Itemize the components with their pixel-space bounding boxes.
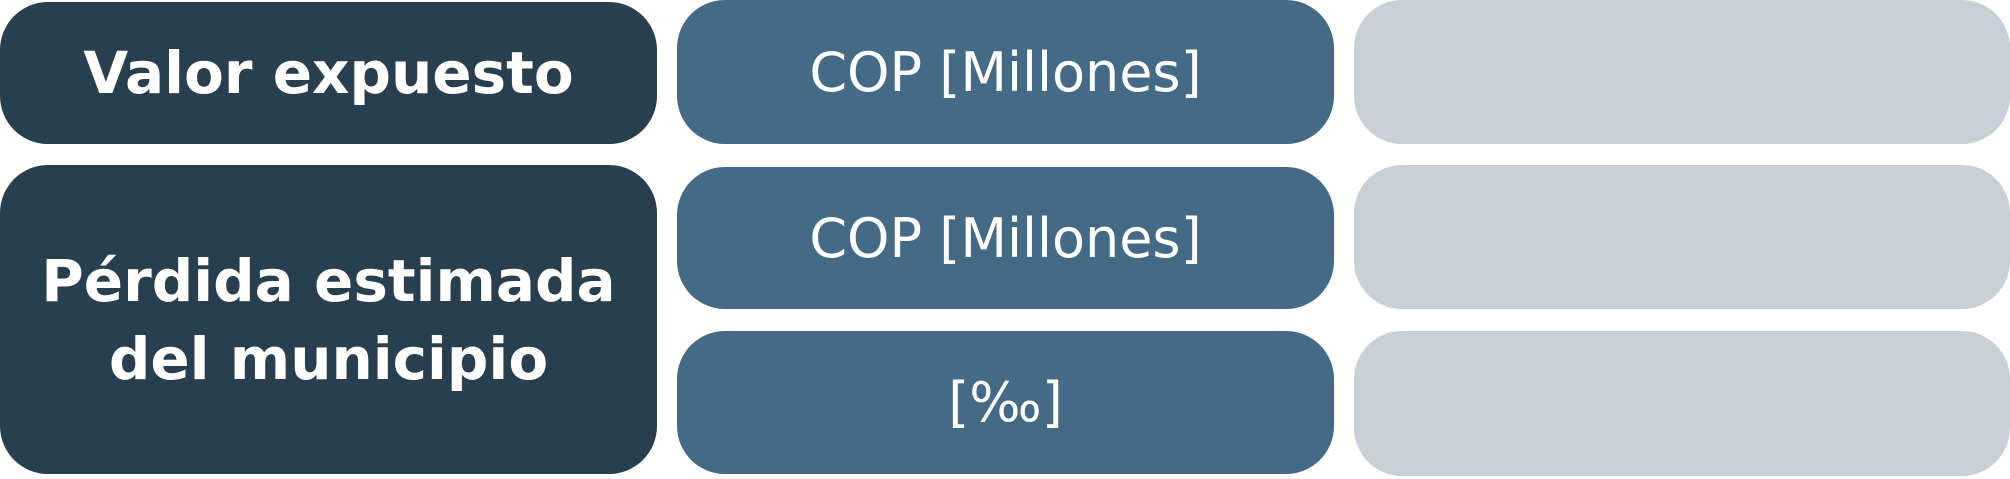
estimated-loss-cop-field: [1354, 165, 2010, 309]
estimated-loss-permille-field: [1354, 331, 2010, 476]
estimated-loss-permille-unit: [‰]: [948, 371, 1063, 434]
exposed-value-unit-box: COP [Millones]: [677, 0, 1334, 144]
estimated-loss-cop-unit: COP [Millones]: [809, 206, 1202, 270]
estimated-loss-cop-unit-box: COP [Millones]: [677, 167, 1334, 309]
estimated-loss-label: Pérdida estimada del municipio: [41, 246, 616, 393]
exposed-value-field: [1354, 0, 2010, 144]
estimated-loss-label-box: Pérdida estimada del municipio: [0, 165, 657, 474]
estimated-loss-permille-unit-box: [‰]: [677, 331, 1334, 474]
exposed-value-label-box: Valor expuesto: [0, 2, 657, 144]
exposed-value-label: Valor expuesto: [83, 39, 574, 107]
exposed-value-unit: COP [Millones]: [809, 40, 1202, 104]
